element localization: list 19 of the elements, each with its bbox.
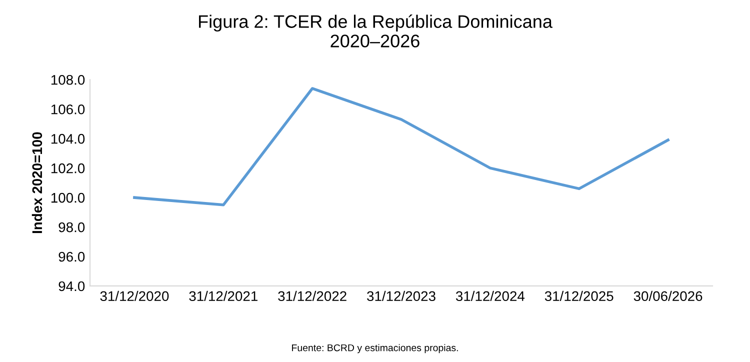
x-tick-label: 31/12/2025 xyxy=(544,290,614,302)
y-tick-label: 108.0 xyxy=(51,74,85,85)
x-tick-label: 31/12/2020 xyxy=(100,290,169,302)
y-tick-label: 96.0 xyxy=(58,252,85,262)
x-tick-label: 30/06/2026 xyxy=(634,290,702,302)
chart-title: Figura 2: TCER de la República Dominicana 2020–2026 xyxy=(199,14,552,48)
y-tick-label: 102.0 xyxy=(51,163,85,174)
y-axis-title: Index 2020=100 xyxy=(32,132,42,234)
y-tick-label: 100.0 xyxy=(51,192,85,203)
y-tick-label: 106.0 xyxy=(51,104,85,114)
y-tick-label: 94.0 xyxy=(58,281,85,292)
line-series xyxy=(133,87,670,206)
x-tick-label: 31/12/2024 xyxy=(456,290,525,302)
y-tick-label: 98.0 xyxy=(58,222,85,232)
x-tick-label: 31/12/2023 xyxy=(367,290,436,302)
x-tick-label: 31/12/2022 xyxy=(278,290,346,302)
source-note: Fuente: BCRD y estimaciones propias. xyxy=(292,344,458,354)
x-tick-label: 31/12/2021 xyxy=(189,290,258,302)
y-tick-label: 104.0 xyxy=(51,134,85,144)
